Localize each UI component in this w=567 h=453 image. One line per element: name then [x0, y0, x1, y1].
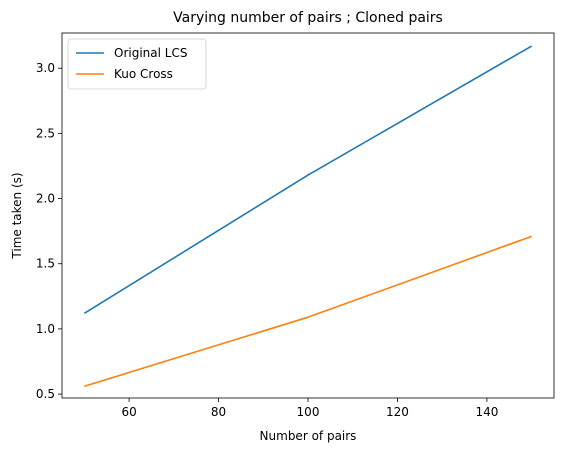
y-tick-label: 0.5	[36, 387, 55, 401]
x-tick-label: 80	[211, 405, 226, 419]
y-tick-label: 2.5	[36, 126, 55, 140]
y-tick-label: 1.5	[36, 257, 55, 271]
legend-label: Original LCS	[114, 46, 187, 60]
legend: Original LCS Kuo Cross	[67, 38, 207, 90]
legend-label: Kuo Cross	[114, 67, 173, 81]
series-layer	[83, 45, 533, 388]
x-tick-label: 100	[297, 405, 320, 419]
x-tick-label: 140	[475, 405, 498, 419]
series-line-2	[84, 235, 532, 388]
x-axis-title: Number of pairs	[260, 429, 357, 443]
legend-box	[67, 38, 207, 90]
x-tick-label: 60	[121, 405, 136, 419]
y-tick-label: 3.0	[36, 61, 55, 75]
x-axis-ticks: 60 80 100 120 140	[121, 398, 498, 419]
y-tick-label: 2.0	[36, 192, 55, 206]
y-axis-title: Time taken (s)	[10, 172, 24, 259]
series-line-1	[83, 45, 533, 314]
x-tick-label: 120	[386, 405, 409, 419]
y-tick-label: 1.0	[36, 322, 55, 336]
chart-title: Varying number of pairs ; Cloned pairs	[173, 10, 443, 26]
y-axis-ticks: 0.5 1.0 1.5 2.0 2.5 3.0	[36, 61, 62, 401]
